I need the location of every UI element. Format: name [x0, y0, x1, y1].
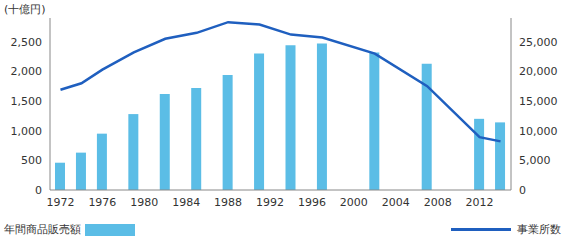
- svg-text:10,000: 10,000: [519, 125, 558, 138]
- svg-text:1,000: 1,000: [11, 125, 43, 138]
- svg-text:20,000: 20,000: [519, 65, 558, 78]
- svg-text:0: 0: [519, 184, 526, 197]
- svg-text:1984: 1984: [172, 196, 200, 209]
- svg-text:1,500: 1,500: [11, 95, 43, 108]
- html-text:(十億円): (十億円): [4, 3, 46, 16]
- svg-text:1992: 1992: [256, 196, 284, 209]
- svg-text:0: 0: [35, 184, 42, 197]
- svg-text:5,000: 5,000: [519, 154, 551, 167]
- svg-text:25,000: 25,000: [519, 36, 558, 49]
- svg-text:2,500: 2,500: [11, 36, 43, 49]
- svg-text:15,000: 15,000: [519, 95, 558, 108]
- svg-text:1988: 1988: [214, 196, 242, 209]
- svg-text:2,000: 2,000: [11, 65, 43, 78]
- html-text:年間商品販売額: 年間商品販売額: [4, 223, 81, 236]
- html-text:事業所数: 事業所数: [517, 223, 561, 236]
- svg-text:2004: 2004: [382, 196, 410, 209]
- svg-text:1980: 1980: [130, 196, 158, 209]
- svg-text:2012: 2012: [466, 196, 494, 209]
- svg-text:1996: 1996: [298, 196, 326, 209]
- svg-text:500: 500: [21, 154, 42, 167]
- svg-text:1972: 1972: [46, 196, 74, 209]
- svg-text:2008: 2008: [424, 196, 452, 209]
- svg-text:1976: 1976: [88, 196, 116, 209]
- svg-text:2000: 2000: [340, 196, 368, 209]
